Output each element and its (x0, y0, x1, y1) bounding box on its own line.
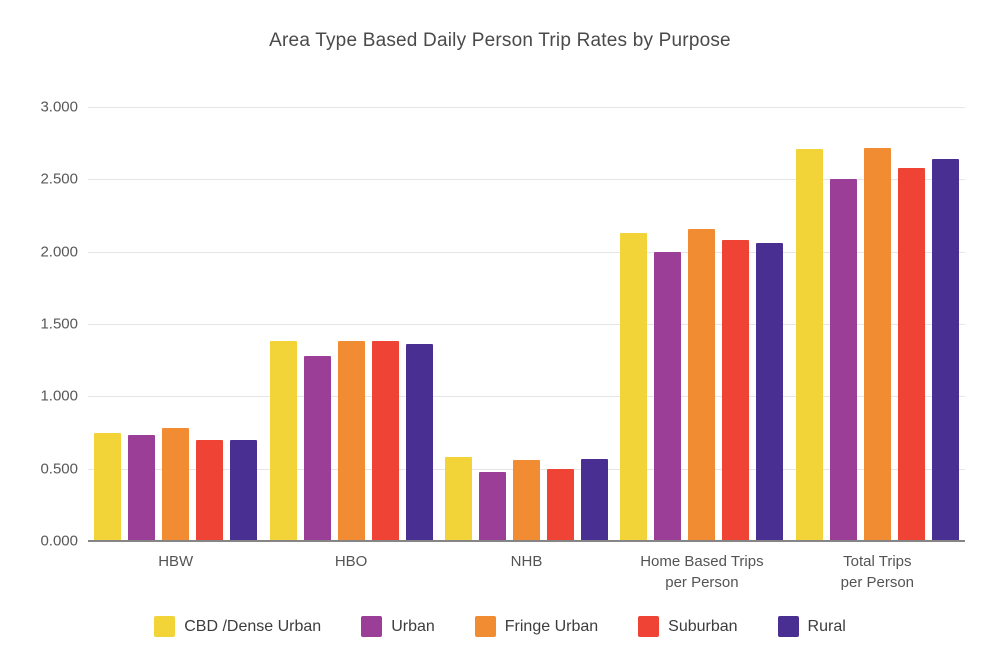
x-axis-category-label: Home Based Trips per Person (640, 553, 764, 591)
bar[interactable] (620, 232, 648, 541)
bar[interactable] (303, 355, 331, 541)
bar-group (263, 107, 438, 541)
bar[interactable] (756, 243, 784, 541)
legend-item[interactable]: Suburban (638, 616, 738, 637)
gridline (88, 107, 965, 108)
legend-swatch-icon (777, 616, 799, 637)
legend-item[interactable]: Fringe Urban (474, 616, 599, 637)
y-axis-tick-label: 1.500 (40, 315, 78, 333)
bar[interactable] (445, 457, 473, 541)
legend-label: Rural (807, 617, 846, 635)
bar[interactable] (654, 251, 682, 541)
x-axis-category-label: Total Trips per Person (840, 553, 915, 591)
bar[interactable] (722, 240, 750, 541)
bar-group (88, 107, 263, 541)
legend-label: Urban (391, 617, 435, 635)
chart-title: Area Type Based Daily Person Trip Rates … (269, 30, 731, 51)
legend-item[interactable]: Rural (777, 616, 846, 637)
x-axis-category-label: HBW (158, 553, 194, 570)
bar[interactable] (371, 341, 399, 541)
gridline (88, 251, 965, 253)
bar[interactable] (230, 439, 258, 541)
bar[interactable] (162, 428, 190, 541)
x-axis-category-label: HBO (334, 553, 368, 570)
legend-item[interactable]: Urban (361, 616, 435, 637)
x-axis-baseline (88, 540, 965, 542)
bar[interactable] (479, 471, 507, 541)
y-axis-tick-label: 0.500 (40, 460, 78, 478)
legend-label: Suburban (668, 617, 738, 635)
y-axis-tick-label: 2.500 (40, 170, 78, 188)
bar[interactable] (94, 432, 122, 541)
bar[interactable] (405, 344, 433, 541)
y-axis-tick-label: 1.000 (40, 387, 78, 405)
bar-group (614, 107, 789, 541)
bar-group (790, 107, 965, 541)
bar[interactable] (513, 460, 541, 541)
bar[interactable] (829, 179, 857, 541)
legend-item[interactable]: CBD /Dense Urban (154, 616, 321, 637)
bar[interactable] (863, 147, 891, 541)
bar[interactable] (897, 167, 925, 541)
bar-groups (88, 107, 965, 541)
bar[interactable] (581, 458, 609, 541)
bar-group (439, 107, 614, 541)
y-axis: 0.000 0.500 1.000 1.500 2.000 2.500 3.000 (0, 99, 78, 550)
bar[interactable] (547, 468, 575, 541)
gridline (88, 324, 965, 325)
x-axis: HBW HBO NHB Home Based Trips per Person Tota… (88, 551, 965, 593)
y-axis-tick-label: 2.000 (40, 243, 78, 261)
bar[interactable] (931, 159, 959, 541)
x-axis-category-label: NHB (510, 553, 543, 570)
bar[interactable] (795, 148, 823, 541)
bar[interactable] (269, 341, 297, 541)
plot-area (88, 107, 965, 542)
y-axis-tick-label: 3.000 (40, 98, 78, 116)
y-axis-tick-label: 0.000 (40, 532, 78, 550)
legend-swatch-icon (638, 616, 660, 637)
legend-label: CBD /Dense Urban (184, 617, 322, 635)
gridline (88, 179, 965, 181)
legend-swatch-icon (474, 616, 496, 637)
bar[interactable] (128, 435, 156, 541)
bar[interactable] (337, 341, 365, 541)
bar[interactable] (196, 439, 224, 541)
legend: CBD /Dense Urban Urban Fringe Urban Suburba… (0, 616, 1000, 637)
gridline (88, 396, 965, 398)
legend-swatch-icon (154, 616, 176, 637)
legend-swatch-icon (361, 616, 383, 637)
legend-label: Fringe Urban (504, 617, 599, 635)
bar[interactable] (688, 228, 716, 541)
